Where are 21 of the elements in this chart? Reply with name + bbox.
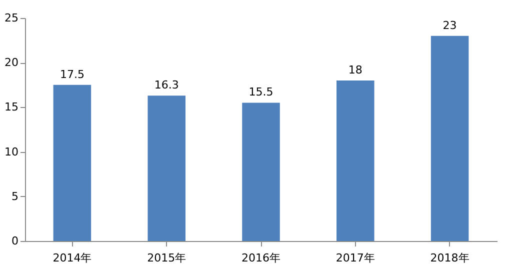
y-tick-label: 5 — [12, 190, 18, 203]
x-tick-label: 2017年 — [336, 252, 375, 264]
data-label: 23 — [442, 18, 457, 32]
y-tick-label: 20 — [4, 56, 18, 70]
data-label: 16.3 — [154, 78, 179, 92]
y-tick-label: 15 — [4, 100, 18, 114]
bar — [336, 80, 374, 241]
data-label: 18 — [348, 63, 362, 76]
y-tick-label: 0 — [12, 234, 18, 248]
bar — [242, 102, 280, 241]
x-tick-label: 2015年 — [147, 252, 186, 264]
data-label: 15.5 — [248, 86, 274, 99]
x-tick-label: 2014年 — [52, 252, 92, 264]
x-tick-label: 2016年 — [242, 252, 280, 264]
bar — [148, 96, 186, 241]
x-tick-label: 2018年 — [430, 252, 470, 264]
y-tick-label: 10 — [4, 145, 18, 158]
bar — [430, 36, 469, 241]
y-tick-label: 25 — [4, 12, 18, 24]
bar — [53, 84, 92, 241]
data-label: 17.5 — [60, 68, 84, 81]
